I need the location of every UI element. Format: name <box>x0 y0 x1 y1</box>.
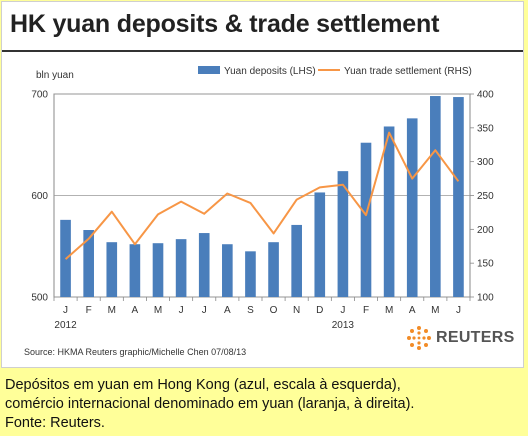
y2-tick-label: 400 <box>477 90 494 101</box>
bar-series <box>60 96 464 297</box>
bar <box>268 242 279 297</box>
y-tick-label: 700 <box>31 90 48 101</box>
y2-tick-label: 200 <box>477 225 494 236</box>
x-tick-label: A <box>132 305 139 316</box>
source-note: Source: HKMA Reuters graphic/Michelle Ch… <box>24 347 247 357</box>
bar <box>314 192 326 297</box>
legend-swatch-deposits <box>198 66 220 74</box>
bar <box>152 243 164 297</box>
legend-label: Yuan deposits (LHS) <box>224 66 316 77</box>
y-axis-label: bln yuan <box>36 70 74 81</box>
x-tick-label: J <box>63 305 68 316</box>
line-series <box>64 131 460 260</box>
bar <box>291 224 302 297</box>
x-tick-label: O <box>270 305 278 316</box>
caption-line: comércio internacional denominado em yua… <box>5 396 415 412</box>
x-tick-label: J <box>179 305 184 316</box>
x-tick-label: M <box>431 305 439 316</box>
year-label: 2012 <box>54 320 77 331</box>
bar <box>453 97 464 297</box>
reuters-wordmark: REUTERS <box>436 329 515 346</box>
x-tick-label: M <box>385 305 393 316</box>
caption-line: Fonte: Reuters. <box>5 415 105 431</box>
x-tick-label: M <box>108 305 116 316</box>
y2-tick-label: 150 <box>477 259 494 270</box>
chart-title: HK yuan deposits & trade settlement <box>10 10 440 38</box>
reuters-logo: REUTERS <box>406 325 515 351</box>
caption-line: Depósitos em yuan em Hong Kong (azul, es… <box>5 377 401 393</box>
axes: 500 600 700 100 150 200 250 300 350 400 bln yuan J F… <box>31 70 494 331</box>
x-tick-label: A <box>224 305 231 316</box>
y2-tick-label: 300 <box>477 157 494 168</box>
x-tick-label: A <box>409 305 416 316</box>
bar <box>337 171 349 297</box>
x-tick-label: F <box>363 305 369 316</box>
caption: Depósitos em yuan em Hong Kong (azul, es… <box>5 376 523 433</box>
bar <box>245 251 256 297</box>
y2-tick-label: 100 <box>477 293 494 304</box>
reuters-dots-icon <box>407 326 431 350</box>
x-tick-label: S <box>247 305 254 316</box>
x-tick-label: J <box>456 305 461 316</box>
x-tick-label: M <box>154 305 162 316</box>
year-label: 2013 <box>332 320 355 331</box>
bar <box>83 230 94 297</box>
y2-tick-label: 250 <box>477 191 494 202</box>
bar <box>222 244 233 297</box>
legend: Yuan deposits (LHS) Yuan trade settlement… <box>198 66 472 77</box>
y2-tick-label: 350 <box>477 123 494 134</box>
legend-label: Yuan trade settlement (RHS) <box>344 66 472 77</box>
title-rule <box>2 50 523 52</box>
bar <box>430 96 441 297</box>
x-tick-label: J <box>340 305 345 316</box>
bar <box>175 239 187 297</box>
y-tick-label: 500 <box>31 293 48 304</box>
x-tick-label: N <box>293 305 300 316</box>
x-tick-label: F <box>86 305 92 316</box>
x-tick-label: D <box>316 305 323 316</box>
y-tick-label: 600 <box>31 191 48 202</box>
trade-settlement-line <box>64 131 460 260</box>
x-tick-label: J <box>202 305 207 316</box>
chart-plot: 500 600 700 100 150 200 250 300 350 400 bln yuan J F… <box>31 66 494 331</box>
bar <box>106 242 118 297</box>
bar <box>198 233 210 297</box>
bar <box>360 142 372 297</box>
bar <box>129 244 141 297</box>
chart-panel: HK yuan deposits & trade settlement 500 6… <box>1 1 524 368</box>
bar <box>406 118 418 297</box>
bar <box>383 126 395 297</box>
